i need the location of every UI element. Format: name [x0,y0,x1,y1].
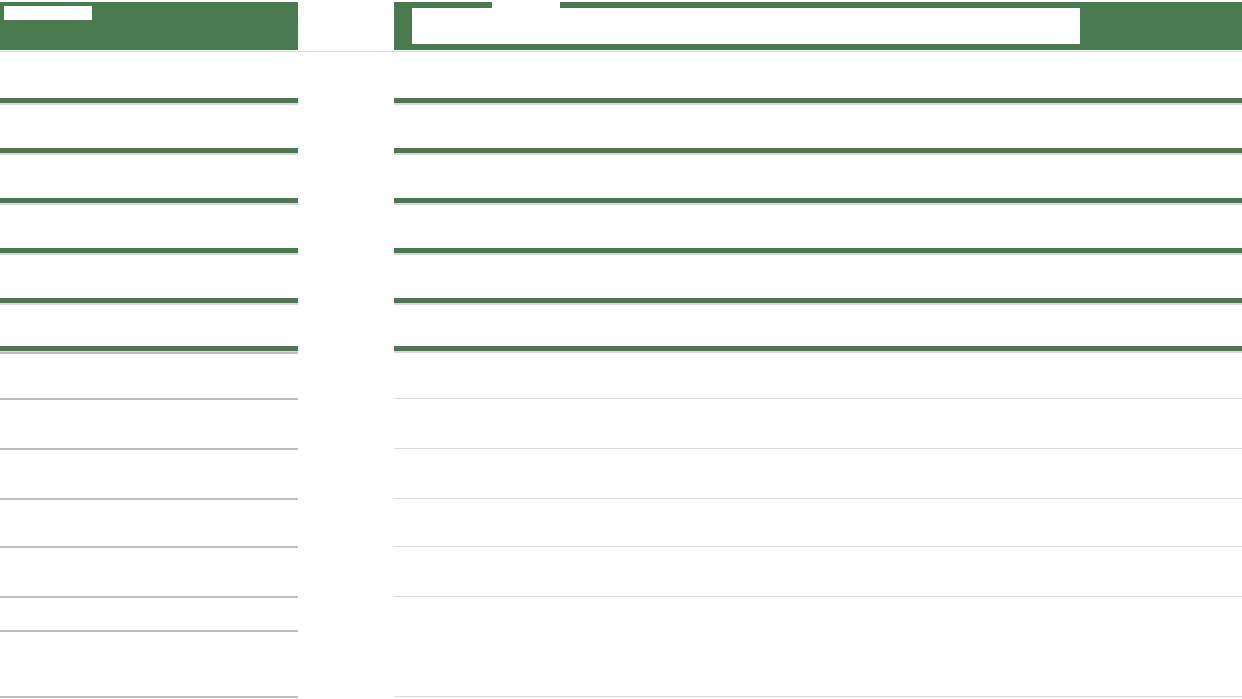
row-band-right[interactable] [394,198,1242,203]
row-rule-left [0,253,298,255]
row-band-right[interactable] [394,298,1242,303]
row-rule-right-only [394,696,1242,697]
row-rule-left [0,103,298,105]
row-rule-left-only [0,630,298,632]
row-rule-right-only [394,398,1242,399]
row-rule-left-only [0,448,298,450]
column-gap [298,2,299,352]
spreadsheet-grid [0,0,1242,699]
row-band-left[interactable] [0,346,298,351]
row-band-left[interactable] [0,98,298,103]
row-rule-right [394,203,1242,205]
row-band-left[interactable] [0,198,298,203]
row-band-right[interactable] [394,248,1242,253]
row-rule-left-only [0,546,298,548]
row-rule-right-only [394,448,1242,449]
row-rule-right-only [394,546,1242,547]
row-rule-left-only [0,696,298,698]
zone-divider [394,352,1242,353]
row-rule-left [0,303,298,305]
header-right-notch [492,2,560,8]
row-rule-left [0,153,298,155]
header-left-field[interactable] [4,6,92,20]
row-band-right[interactable] [394,98,1242,103]
row-band-left[interactable] [0,248,298,253]
row-rule-right [394,253,1242,255]
header-underline [0,51,1242,52]
row-rule-right-only [394,596,1242,597]
row-rule-left-only [0,352,298,354]
row-rule-right [394,303,1242,305]
row-rule-right [394,103,1242,105]
row-rule-right [394,153,1242,155]
row-rule-left [0,203,298,205]
header-right-field[interactable] [412,8,1080,44]
row-rule-right-only [394,498,1242,499]
header-cell-right[interactable] [394,2,1242,50]
header-cell-left[interactable] [0,2,298,50]
row-band-left[interactable] [0,148,298,153]
row-rule-left-only [0,596,298,598]
row-rule-left-only [0,498,298,500]
row-band-right[interactable] [394,346,1242,351]
row-rule-left-only [0,398,298,400]
row-band-right[interactable] [394,148,1242,153]
row-band-left[interactable] [0,298,298,303]
